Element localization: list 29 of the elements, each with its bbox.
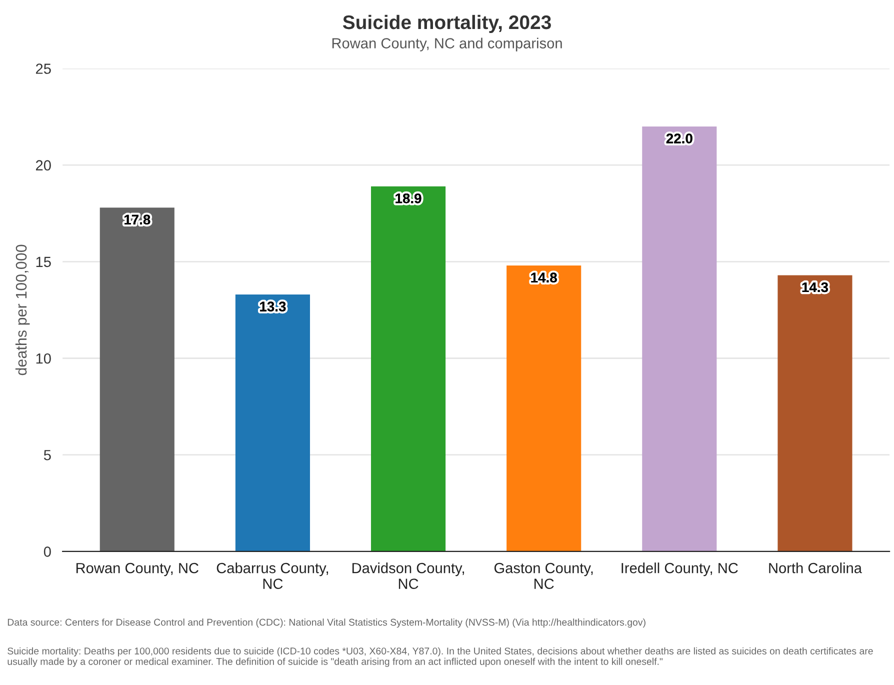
bar [235,294,310,552]
source-note: Data source: Centers for Disease Control and Prevention (CDC): National Vital Statistics System-Mortality (NVSS-M) (Via http://healthindicators.gov) [8,618,646,628]
bar [100,208,174,552]
y-tick-label: 10 [36,353,51,364]
y-tick-label: 20 [36,160,51,171]
chart-subtitle: Rowan County, NC and comparison [332,38,562,52]
x-tick-label: Iredell County, NC [622,562,738,576]
y-tick-label: 0 [44,546,51,557]
bar [642,126,717,552]
y-axis-title: deaths per 100,000 [15,244,30,376]
x-tick-label: Cabarrus County, NC [216,562,328,589]
x-tick-label: Gaston County, NC [494,562,593,589]
y-tick-label: 15 [36,256,51,268]
data-label: 14.8 [531,272,557,282]
x-tick-label: North Carolina [769,562,862,574]
x-tick-label: Rowan County, NC [76,562,198,576]
chart-title: Suicide mortality, 2023 [342,14,551,34]
bar [778,275,852,552]
bar [370,186,446,552]
data-label: 18.9 [396,193,422,204]
y-tick-label: 25 [36,64,51,74]
data-label: 14.3 [802,282,828,292]
data-label: 13.3 [260,302,286,312]
data-label: 22.0 [666,134,692,144]
x-tick-label: Davidson County, NC [352,562,464,589]
y-tick-label: 5 [44,450,51,460]
text: Suicide mortality: Deaths per 100,000 residents due to suicide (ICD-10 codes *U03, X60-X84, Y87.0). In the United States, decisions about whether deaths are listed as suicides on death certificates are usually made by a coroner or medical examiner. The definition of suicide is "death arising from an act inflicted upon oneself with the intent to kill oneself." [8,647,873,667]
data-label: 17.8 [124,214,150,225]
bar [506,266,582,552]
